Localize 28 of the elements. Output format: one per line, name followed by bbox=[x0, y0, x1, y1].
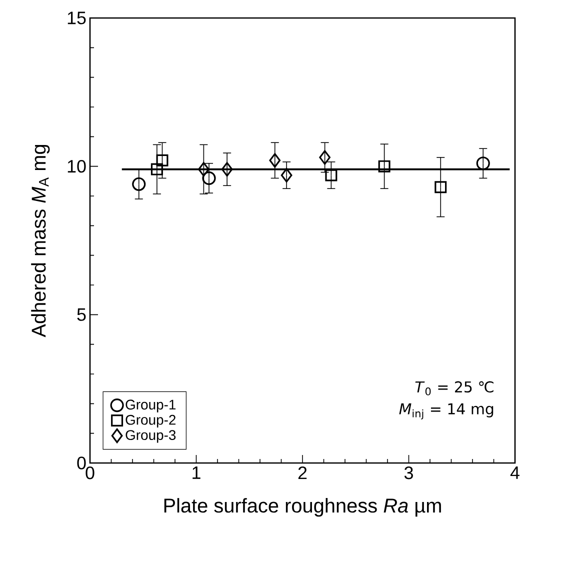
point bbox=[325, 169, 338, 182]
x-tick-label: 4 bbox=[510, 466, 520, 479]
legend-label: Group-1 bbox=[126, 400, 176, 412]
y-tick-label: 5 bbox=[77, 308, 86, 321]
x-tick-label: 2 bbox=[298, 466, 307, 480]
annotation: T$_{0}$ = 25 ℃ bbox=[415, 381, 494, 396]
point bbox=[221, 162, 233, 177]
point bbox=[269, 153, 281, 168]
x-tick-label: 1 bbox=[192, 466, 200, 479]
legend-label: Group-2 bbox=[126, 414, 176, 428]
point bbox=[156, 154, 168, 166]
point bbox=[132, 177, 146, 191]
point bbox=[280, 168, 292, 183]
y-tick-label: 15 bbox=[68, 12, 86, 24]
legend-label: Group-3 bbox=[126, 430, 176, 443]
point bbox=[476, 156, 490, 170]
annotation: M$_{inj}$ = 14 mg bbox=[399, 403, 494, 420]
y-axis-title: Adhered mass M$_{A}$ mg bbox=[31, 144, 50, 338]
point bbox=[150, 163, 163, 176]
point bbox=[319, 150, 330, 165]
x-tick-label: 0 bbox=[86, 466, 94, 480]
x-tick-label: 3 bbox=[404, 466, 413, 480]
y-tick-label: 10 bbox=[68, 160, 86, 173]
x-axis-title: Plate surface roughness Ra µm bbox=[164, 498, 441, 517]
point bbox=[378, 160, 390, 172]
point bbox=[202, 171, 216, 185]
y-tick-label: 0 bbox=[77, 456, 86, 470]
point bbox=[434, 181, 447, 194]
